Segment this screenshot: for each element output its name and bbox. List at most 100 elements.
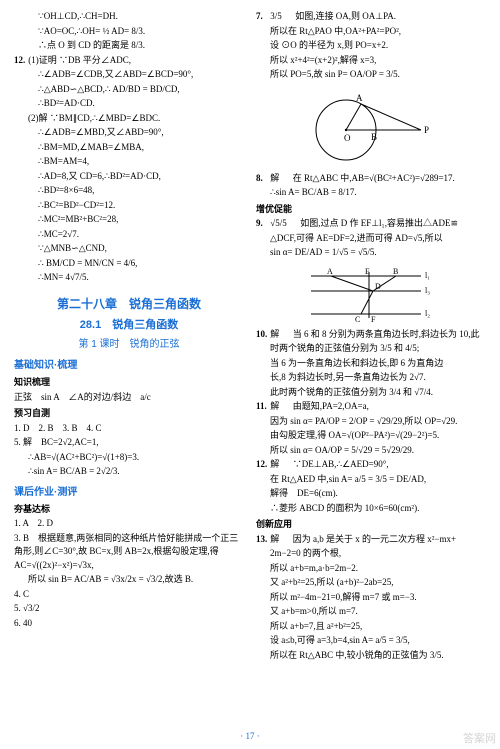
item-number: 12. [14, 54, 26, 68]
svg-text:E: E [365, 267, 370, 276]
text-line: ∴MC²=MB²+BC²=28, [14, 213, 244, 227]
sub-label: 创新应用 [256, 518, 486, 532]
text-line: ∴MN= 4√7/5. [14, 271, 244, 285]
answer-frac: 3/5 [270, 11, 282, 21]
text-line: 在 Rt△AED 中,sin A= a/5 = 3/5 = DE/AD, [256, 473, 486, 487]
section-title: 28.1 锐角三角函数 [14, 317, 244, 334]
text-line: 由勾股定理,得 OA=√(OP²−PA²)=√(29−2²)=5. [256, 429, 486, 443]
svg-text:l₂: l₂ [425, 309, 430, 318]
text-line: ∵AO=OC,∴OH= ½ AD= 8/3. [14, 25, 244, 39]
problem-12r: 12. 解 ∵DE⊥AB,∴∠AED=90°, [256, 458, 486, 472]
text-line: 长,8 为斜边长时,另一条直角边长为 2√7. [256, 371, 486, 385]
text-line: ∴∠ADB=∠CDB,又∠ABD=∠BCD=90°, [14, 68, 244, 82]
text-line: 所以 m²−4m−21=0,解得 m=7 或 m=−3. [256, 591, 486, 605]
text-line: ∴sin A= BC/AB = 8/17. [256, 186, 486, 200]
text-line: 所以 a+b=m,a·b=2m−2. [256, 562, 486, 576]
section-label: 课后作业·测评 [14, 485, 244, 500]
text-line: 正弦 sin A ∠A的对边/斜边 a/c [14, 391, 244, 405]
left-column: ∵OH⊥CD,∴CH=DH. ∵AO=OC,∴OH= ½ AD= 8/3. ∴点… [8, 10, 250, 725]
problem-9: 9. √5/5 如图,过点 D 作 EF⊥l₁,容易推出△ADE≌ [256, 217, 486, 231]
solve-label: (2)解 ∵BM∥CD,∴∠MBD=∠BDC. [14, 112, 244, 126]
svg-text:B: B [371, 132, 377, 142]
label: 解 [270, 459, 279, 469]
text-line: 所以 a+b=7,且 a²+b²=25, [256, 620, 486, 634]
item-number: 7. [256, 10, 268, 24]
item-number: 8. [256, 172, 268, 186]
text-line: ∴BC²=BD²−CD²=12. [14, 199, 244, 213]
text-line: ∴BD²=8×6=48, [14, 184, 244, 198]
text-line: 所以在 Rt△PAO 中,OA²+PA²=PO², [256, 25, 486, 39]
text: ∵DB 平分∠ADC, [59, 55, 131, 65]
text-line: sin α= DE/AD = 1/√5 = √5/5. [256, 246, 486, 260]
text-line: ∴菱形 ABCD 的面积为 10×6=60(cm²). [256, 502, 486, 516]
text-line: ∴BD²=AD·CD. [14, 97, 244, 111]
text-line: 1. A 2. D [14, 517, 244, 531]
item-number: 9. [256, 217, 268, 231]
text-line: 6. 40 [14, 617, 244, 631]
section-label: 基础知识·梳理 [14, 358, 244, 373]
chapter-title: 第二十八章 锐角三角函数 [14, 295, 244, 313]
text-line: ∴BM=AM=4, [14, 155, 244, 169]
text-line: 5. √3/2 [14, 602, 244, 616]
svg-text:O: O [344, 133, 351, 143]
lesson-title: 第 1 课时 锐角的正弦 [14, 337, 244, 352]
text-line: △DCF,可得 AE=DF=2,进而可得 AD=√5,所以 [256, 232, 486, 246]
svg-text:D: D [375, 282, 381, 291]
svg-text:l₃: l₃ [425, 286, 430, 295]
text: 如图,连接 OA,则 OA⊥PA. [295, 11, 396, 21]
label: 解 [270, 534, 279, 544]
svg-text:P: P [424, 125, 429, 135]
text-line: ∴点 O 到 CD 的距离是 8/3. [14, 39, 244, 53]
text-line: 1. D 2. B 3. B 4. C [14, 422, 244, 436]
problem-12: 12. (1)证明 ∵DB 平分∠ADC, [14, 54, 244, 68]
text: 因为 a,b 是关于 x 的一元二次方程 x²−mx+ [293, 534, 456, 544]
item-number: 13. [256, 533, 268, 547]
svg-text:A: A [356, 93, 363, 103]
sub-label: 知识梳理 [14, 376, 244, 390]
problem-10: 10. 解 当 6 和 8 分别为两条直角边长时,斜边长为 10,此 [256, 328, 486, 342]
text-line: 所以 x²+4²=(x+2)²,解得 x=3, [256, 54, 486, 68]
text-line: ∴MC=2√7. [14, 228, 244, 242]
watermark: 答案网 [463, 731, 496, 748]
parallel-lines-figure: A E B l₁ D l₃ C F l₂ [301, 264, 441, 324]
right-column: 7. 3/5 如图,连接 OA,则 OA⊥PA. 所以在 Rt△PAO 中,OA… [250, 10, 492, 725]
problem-8: 8. 解 在 Rt△ABC 中,AB=√(BC²+AC²)=√289=17. [256, 172, 486, 186]
problem-13: 13. 解 因为 a,b 是关于 x 的一元二次方程 x²−mx+ [256, 533, 486, 547]
text-line: 3. B 根据题意,两张相同的这种纸片恰好能拼成一个正三角形,则∠C=30°,故… [14, 532, 244, 573]
text-line: ∵△MNB∽△CND, [14, 242, 244, 256]
label: 解 [270, 401, 279, 411]
page-number: · 17 · [0, 730, 500, 744]
text-line: 所以 sin α= OA/OP = 5/√29 = 5√29/29. [256, 444, 486, 458]
text: 当 6 和 8 分别为两条直角边长时,斜边长为 10,此 [293, 329, 480, 339]
text-line: 设 ⊙O 的半径为 x,则 PO=x+2. [256, 39, 486, 53]
item-number: 10. [256, 328, 268, 342]
problem-11: 11. 解 由题知,PA=2,OA=a, [256, 400, 486, 414]
text-line: 当 6 为一条直角边长和斜边长,即 6 为直角边 [256, 357, 486, 371]
sub-label: 增优促能 [256, 203, 486, 217]
text-line: 时两个锐角的正弦值分别为 3/5 和 4/5; [256, 342, 486, 356]
text-line: 所以 PO=5,故 sin P= OA/OP = 3/5. [256, 68, 486, 82]
sub-label: 预习自测 [14, 407, 244, 421]
item-number: 11. [256, 400, 268, 414]
text: 由题知,PA=2,OA=a, [293, 401, 369, 411]
text-line: ∴sin A= BC/AB = 2√2/3. [14, 465, 244, 479]
label: 解 [270, 329, 279, 339]
text-line: ∴AD=8,又 CD=6,∴BD²=AD·CD, [14, 170, 244, 184]
svg-text:A: A [327, 267, 333, 276]
text-line: 所以 sin B= AC/AB = √3x/2x = √3/2,故选 B. [14, 573, 244, 587]
text-line: 因为 sin α= PA/OP = 2/OP = √29/29,所以 OP=√2… [256, 415, 486, 429]
item-number: 12. [256, 458, 268, 472]
text-line: ∴BM=MD,∠MAB=∠MBA, [14, 141, 244, 155]
svg-text:F: F [371, 315, 376, 324]
proof-label: (1)证明 [28, 55, 57, 65]
text: 如图,过点 D 作 EF⊥l₁,容易推出△ADE≌ [300, 218, 458, 228]
text-line: 所以在 Rt△ABC 中,较小锐角的正弦值为 3/5. [256, 649, 486, 663]
problem-7: 7. 3/5 如图,连接 OA,则 OA⊥PA. [256, 10, 486, 24]
text-line: ∴∠ADB=∠MBD,又∠ABD=90°, [14, 126, 244, 140]
text-line: ∴△ABD∽△BCD,∴ AD/BD = BD/CD, [14, 83, 244, 97]
text-line: 此时两个锐角的正弦值分别为 3/4 和 √7/4. [256, 386, 486, 400]
text: ∵DE⊥AB,∴∠AED=90°, [293, 459, 389, 469]
svg-text:C: C [355, 315, 360, 324]
text-line: ∵OH⊥CD,∴CH=DH. [14, 10, 244, 24]
svg-text:B: B [393, 267, 398, 276]
